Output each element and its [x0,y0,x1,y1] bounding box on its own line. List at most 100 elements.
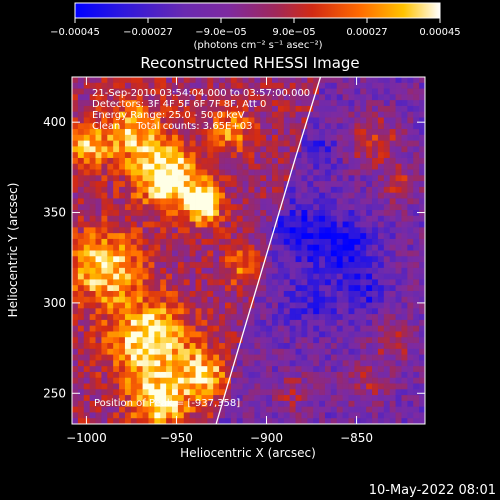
heatmap-cell [101,157,108,165]
heatmap-cell [213,337,220,344]
heatmap-cell [413,123,420,130]
heatmap-cell [272,181,279,188]
heatmap-cell [401,337,408,344]
heatmap-cell [395,319,402,327]
heatmap-cell [313,111,320,118]
heatmap-cell [201,377,208,384]
heatmap-cell [277,146,285,153]
heatmap-cell [107,238,114,246]
heatmap-cell [360,123,367,130]
heatmap-cell [419,267,425,275]
heatmap-cell [172,360,179,367]
heatmap-cell [119,331,126,338]
heatmap-cell [148,262,155,269]
heatmap-cell [119,233,126,240]
heatmap-cell [407,82,414,89]
heatmap-cell [224,244,232,251]
heatmap-cell [413,314,420,321]
heatmap-cell [342,129,349,136]
heatmap-cell [189,181,196,188]
heatmap-cell [272,117,279,124]
heatmap-cell [330,181,338,188]
heatmap-cell [324,296,332,303]
heatmap-cell [119,215,126,222]
heatmap-cell [101,319,108,327]
heatmap-cell [130,227,138,234]
heatmap-cell [354,325,361,332]
heatmap-cell [189,215,196,222]
heatmap-cell [130,105,138,113]
heatmap-cell [195,267,202,275]
heatmap-cell [307,111,314,118]
heatmap-cell [366,406,373,413]
heatmap-cell [354,244,361,251]
heatmap-cell [248,366,255,373]
heatmap-cell [289,134,296,142]
heatmap-cell [366,117,373,124]
heatmap-cell [289,296,296,303]
heatmap-cell [148,163,155,170]
heatmap-cell [401,215,408,222]
heatmap-cell [354,181,361,188]
heatmap-cell [283,348,291,355]
heatmap-cell [260,152,267,159]
heatmap-cell [107,285,114,292]
heatmap-cell [419,395,425,402]
heatmap-cell [72,204,79,211]
heatmap-cell [183,290,191,298]
heatmap-cell [142,94,149,101]
heatmap-cell [172,308,179,315]
heatmap-cell [372,233,379,240]
y-tick-label: 250 [43,386,66,400]
heatmap-cell [277,163,285,170]
heatmap-cell [136,129,143,136]
heatmap-cell [377,152,385,159]
heatmap-cell [413,267,420,275]
heatmap-cell [177,371,185,379]
heatmap-cell [348,348,355,355]
heatmap-cell [266,371,273,379]
heatmap-cell [95,418,102,424]
heatmap-cell [301,273,308,280]
heatmap-cell [366,366,373,373]
heatmap-cell [219,279,226,286]
heatmap-cell [242,348,249,355]
heatmap-cell [130,221,138,228]
heatmap-cell [277,331,285,338]
heatmap-cell [260,325,267,332]
heatmap-cell [407,296,414,303]
heatmap-cell [236,210,244,217]
heatmap-cell [101,186,108,194]
heatmap-cell [160,337,167,344]
heatmap-cell [395,285,402,292]
heatmap-cell [383,354,391,361]
heatmap-cell [195,244,202,251]
heatmap-cell [72,250,79,257]
heatmap-cell [154,262,161,269]
heatmap-cell [224,296,232,303]
heatmap-cell [248,163,255,170]
heatmap-cell [295,371,302,379]
heatmap-cell [301,140,308,147]
heatmap-cell [419,366,425,373]
heatmap-cell [130,175,138,182]
heatmap-cell [107,169,114,176]
heatmap-cell [354,389,361,396]
heatmap-cell [248,371,255,379]
heatmap-cell [289,308,296,315]
heatmap-cell [330,296,338,303]
heatmap-cell [107,325,114,332]
heatmap-cell [301,331,308,338]
heatmap-cell [342,146,349,153]
heatmap-cell [383,146,391,153]
heatmap-cell [230,100,238,107]
heatmap-cell [195,204,202,211]
heatmap-cell [148,94,155,101]
heatmap-cell [148,395,155,402]
heatmap-cell [377,227,385,234]
heatmap-cell [124,256,132,263]
heatmap-cell [189,198,196,205]
heatmap-cell [148,152,155,159]
heatmap-cell [413,152,420,159]
heatmap-cell [172,354,179,361]
